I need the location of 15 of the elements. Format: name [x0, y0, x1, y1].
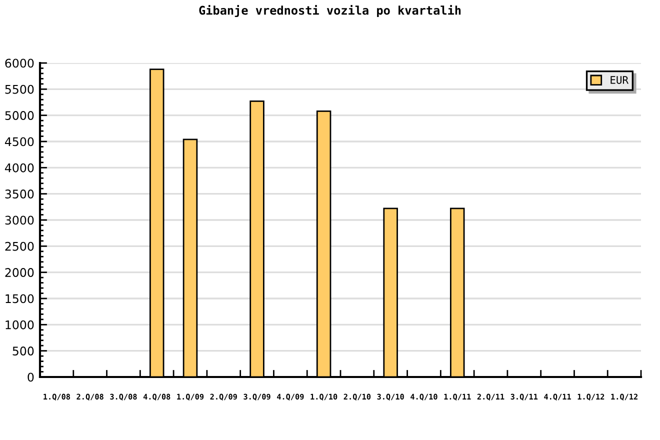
y-tick-label: 5500: [5, 84, 34, 94]
y-tick-label: 3000: [5, 216, 34, 225]
y-tick-label: 3500: [5, 190, 34, 198]
y-tick-label: 4500: [4, 137, 34, 146]
y-tick-label: 1000: [6, 320, 34, 330]
y-tick-label: 0: [28, 372, 34, 382]
y-tick-label: 1500: [6, 294, 34, 304]
y-tick-label: 5000: [5, 111, 34, 120]
legend-label: EUR: [610, 76, 628, 84]
chart-title: Gibanje vrednosti vozila po kvartalih: [199, 4, 461, 18]
y-tick-label: 6000: [5, 58, 34, 68]
y-tick-label: 500: [12, 346, 34, 356]
y-tick-label: 4000: [4, 163, 34, 172]
y-tick-label: 2000: [5, 268, 34, 277]
y-tick-label: 2500: [5, 242, 34, 251]
